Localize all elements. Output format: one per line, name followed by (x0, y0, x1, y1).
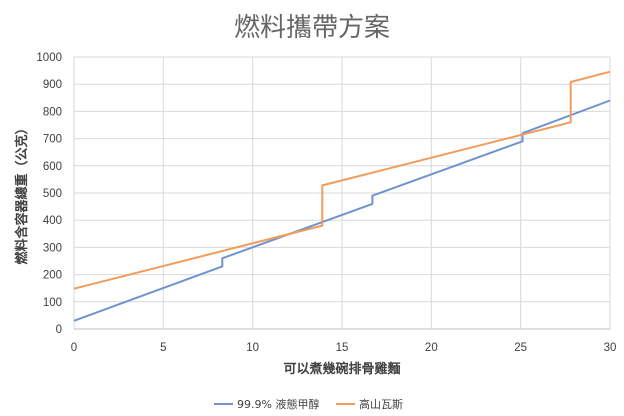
x-tick-label: 25 (514, 342, 527, 354)
series-line-2 (73, 70, 611, 290)
x-tick-label: 5 (160, 342, 166, 354)
y-tick-label: 1000 (36, 52, 62, 64)
x-tick-label: 15 (336, 342, 349, 354)
x-tick-label: 0 (71, 342, 77, 354)
x-tick-label: 30 (604, 342, 617, 354)
x-tick-label: 10 (246, 342, 259, 354)
x-axis-ticks: 0 5 10 15 20 25 30 (71, 342, 617, 354)
legend-label-1: 99.9% 液態甲醇 (237, 397, 319, 411)
x-axis-title: 可以煮幾碗排骨雞麵 (283, 361, 400, 377)
y-axis-title: 燃料含容器總重（公克） (14, 121, 30, 264)
chart-title: 燃料攜帶方案 (234, 13, 390, 43)
y-tick-label: 400 (43, 215, 62, 227)
y-tick-label: 100 (43, 297, 62, 309)
legend: 99.9% 液態甲醇 高山瓦斯 (214, 397, 403, 411)
gridlines (73, 56, 611, 329)
y-tick-label: 800 (43, 106, 62, 118)
y-tick-label: 700 (43, 134, 62, 146)
y-tick-label: 500 (43, 188, 62, 200)
series-lines (73, 70, 611, 322)
legend-label-2: 高山瓦斯 (359, 397, 403, 411)
y-tick-label: 200 (43, 270, 62, 282)
y-tick-label: 900 (43, 79, 62, 91)
x-tick-label: 20 (425, 342, 438, 354)
y-tick-label: 600 (43, 161, 62, 173)
y-tick-label: 300 (43, 242, 62, 254)
y-axis-ticks: 0 100 200 300 400 500 600 700 800 900 1000 (36, 52, 62, 336)
y-tick-label: 0 (56, 324, 62, 336)
